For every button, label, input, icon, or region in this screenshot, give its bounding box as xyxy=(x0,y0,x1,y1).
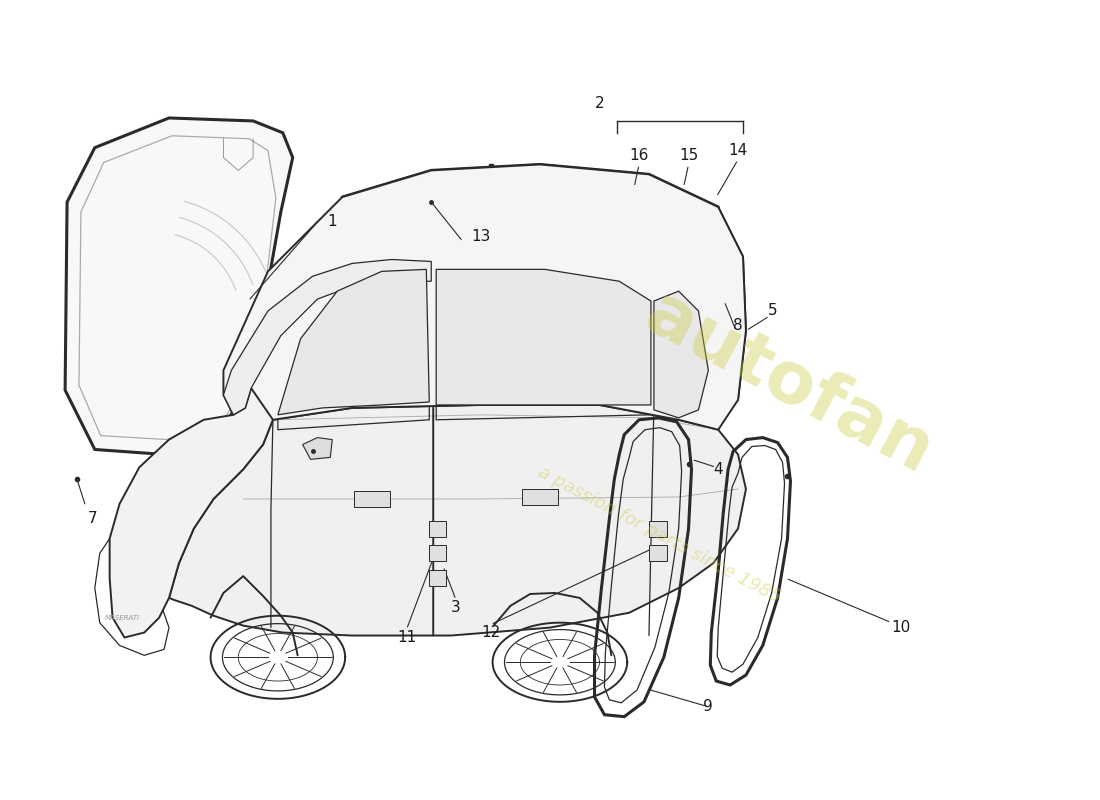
Text: 3: 3 xyxy=(451,600,461,615)
Text: 11: 11 xyxy=(397,630,416,645)
Polygon shape xyxy=(429,570,447,586)
Polygon shape xyxy=(429,546,447,562)
Polygon shape xyxy=(522,489,558,505)
Text: a passion for parts since 1985: a passion for parts since 1985 xyxy=(535,463,783,606)
Polygon shape xyxy=(223,259,431,415)
Polygon shape xyxy=(302,438,332,459)
Text: autofan: autofan xyxy=(634,279,945,489)
Polygon shape xyxy=(649,546,667,562)
Text: 10: 10 xyxy=(892,620,911,635)
Polygon shape xyxy=(169,405,746,635)
Text: 7: 7 xyxy=(88,511,98,526)
Text: 5: 5 xyxy=(768,303,778,318)
Polygon shape xyxy=(649,521,667,537)
Polygon shape xyxy=(223,165,746,430)
Polygon shape xyxy=(354,491,389,507)
Text: MASERATI: MASERATI xyxy=(104,614,140,621)
Polygon shape xyxy=(437,270,651,405)
Text: 15: 15 xyxy=(679,148,699,163)
Polygon shape xyxy=(110,388,273,638)
Text: 14: 14 xyxy=(728,143,748,158)
Text: 8: 8 xyxy=(734,318,742,334)
Text: 13: 13 xyxy=(471,230,491,244)
Polygon shape xyxy=(653,291,708,418)
Text: 12: 12 xyxy=(481,625,500,640)
Polygon shape xyxy=(429,521,447,537)
Text: 16: 16 xyxy=(629,148,649,163)
Polygon shape xyxy=(65,118,293,454)
Text: 4: 4 xyxy=(714,462,723,477)
Text: 9: 9 xyxy=(704,699,713,714)
Polygon shape xyxy=(278,270,429,415)
Text: 1: 1 xyxy=(328,214,337,230)
Text: 2: 2 xyxy=(595,96,604,110)
